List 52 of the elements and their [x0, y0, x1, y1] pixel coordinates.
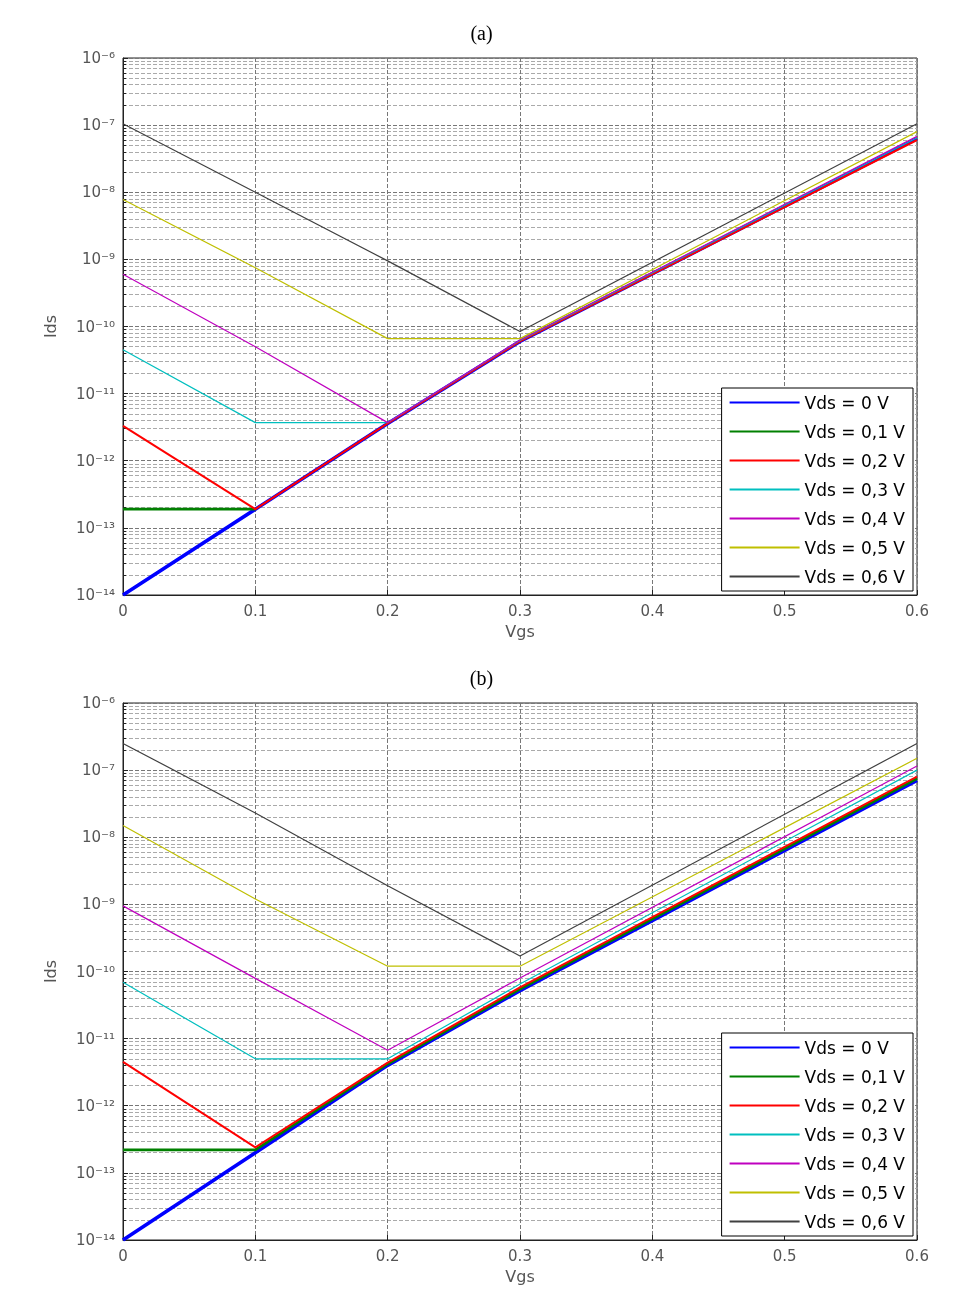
y-tick-label: 10⁻¹²: [75, 451, 115, 470]
y-tick-label: 10⁻¹⁰: [75, 962, 115, 981]
x-tick-label: 0.1: [243, 601, 268, 620]
chart-title: (b): [469, 667, 494, 690]
y-tick-label: 10⁻¹¹: [75, 384, 115, 403]
legend-label: Vds = 0,2 V: [804, 1095, 906, 1116]
x-tick-label: 0.6: [905, 601, 929, 620]
y-tick-label: 10⁻⁹: [81, 250, 115, 269]
y-tick-label: 10⁻¹⁴: [75, 586, 115, 604]
y-tick-label: 10⁻¹⁰: [75, 317, 115, 336]
x-tick-label: 0: [118, 601, 128, 620]
x-tick-label: 0.4: [640, 1246, 665, 1265]
y-tick-label: 10⁻¹³: [75, 1163, 115, 1182]
y-tick-label: 10⁻¹³: [75, 518, 115, 537]
y-tick-label: 10⁻¹²: [75, 1096, 115, 1115]
y-axis-title: Ids: [40, 314, 60, 339]
x-tick-label: 0.3: [508, 1246, 532, 1265]
chart-title: (a): [470, 22, 493, 45]
x-tick-label: 0.1: [243, 1246, 268, 1265]
legend-label: Vds = 0,4 V: [804, 508, 906, 529]
legend-label: Vds = 0 V: [804, 392, 890, 413]
x-tick-label: 0.6: [905, 1246, 929, 1265]
y-tick-label: 10⁻⁷: [81, 116, 115, 135]
y-tick-label: 10⁻⁸: [81, 183, 115, 202]
legend-label: Vds = 0,5 V: [804, 1182, 906, 1203]
y-tick-label: 10⁻⁶: [81, 49, 115, 67]
x-tick-label: 0.5: [772, 1246, 797, 1265]
y-tick-label: 10⁻⁸: [81, 828, 115, 847]
y-tick-label: 10⁻¹¹: [75, 1029, 115, 1048]
x-tick-label: 0.4: [640, 601, 665, 620]
x-axis-title: Vgs: [505, 621, 535, 641]
y-axis-title: Ids: [40, 959, 60, 984]
legend-label: Vds = 0,1 V: [804, 421, 906, 442]
y-tick-label: 10⁻⁶: [81, 694, 115, 712]
legend-label: Vds = 0,2 V: [804, 450, 906, 471]
y-tick-label: 10⁻⁷: [81, 761, 115, 780]
legend-label: Vds = 0,3 V: [804, 479, 906, 500]
legend-label: Vds = 0,6 V: [804, 566, 906, 587]
x-axis-title: Vgs: [505, 1266, 535, 1286]
legend-label: Vds = 0,3 V: [804, 1124, 906, 1145]
x-tick-label: 0.5: [772, 601, 797, 620]
x-tick-label: 0.2: [375, 601, 400, 620]
x-tick-label: 0.2: [375, 1246, 400, 1265]
legend-label: Vds = 0 V: [804, 1037, 890, 1058]
legend-label: Vds = 0,6 V: [804, 1211, 906, 1232]
legend-label: Vds = 0,1 V: [804, 1066, 906, 1087]
x-tick-label: 0: [118, 1246, 128, 1265]
legend-label: Vds = 0,4 V: [804, 1153, 906, 1174]
y-tick-label: 10⁻⁹: [81, 895, 115, 914]
y-tick-label: 10⁻¹⁴: [75, 1231, 115, 1249]
legend-label: Vds = 0,5 V: [804, 537, 906, 558]
x-tick-label: 0.3: [508, 601, 532, 620]
